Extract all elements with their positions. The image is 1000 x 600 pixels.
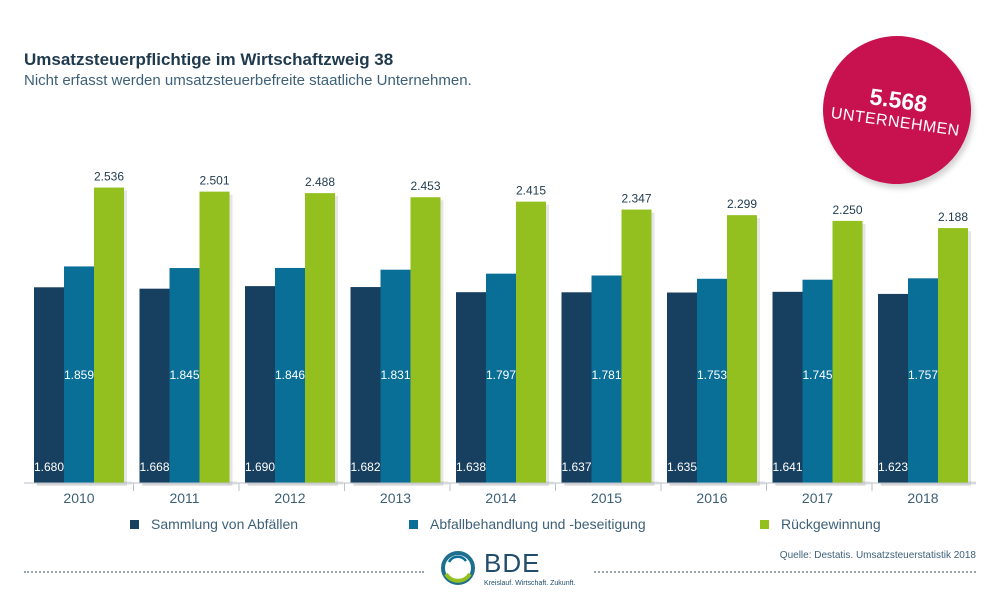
data-label: 2.536 — [94, 170, 124, 184]
bar — [802, 279, 833, 483]
data-label: 1.623 — [878, 460, 908, 474]
x-tick-label: 2014 — [485, 490, 516, 506]
data-label: 1.745 — [802, 368, 832, 382]
data-label: 1.635 — [667, 460, 697, 474]
bar — [486, 273, 516, 483]
data-label: 1.690 — [245, 460, 275, 474]
x-tick-label: 2017 — [802, 490, 833, 506]
x-tick-label: 2011 — [169, 490, 199, 506]
bar — [380, 269, 411, 483]
x-tick-label: 2015 — [591, 490, 622, 506]
data-label: 1.757 — [908, 368, 938, 382]
x-tick-label: 2018 — [907, 490, 938, 506]
chart-legend: Sammlung von Abfällen Abfallbehandlung un… — [0, 516, 1000, 536]
footer-divider-right — [594, 571, 976, 573]
x-tick-label: 2016 — [696, 490, 727, 506]
bar — [94, 187, 124, 483]
bar — [350, 287, 381, 483]
bar — [561, 292, 592, 483]
logo-circle-icon — [441, 551, 475, 585]
legend-swatch — [130, 519, 139, 529]
data-label: 2.501 — [199, 174, 229, 188]
data-label: 2.188 — [938, 210, 968, 224]
bar — [456, 292, 486, 483]
source-note: Quelle: Destatis. Umsatzsteuerstatistik … — [779, 550, 976, 561]
bar — [410, 197, 441, 483]
x-tick-label: 2012 — [274, 490, 305, 506]
data-label: 1.753 — [697, 368, 727, 382]
data-label: 1.845 — [169, 368, 199, 382]
data-label: 2.347 — [621, 192, 651, 206]
bar — [938, 228, 968, 483]
logo-tagline: Kreislauf. Wirtschaft. Zukunft. — [484, 580, 576, 587]
bar — [772, 291, 803, 483]
legend-label: Abfallbehandlung und -beseitigung — [430, 516, 646, 532]
logo-name: BDE — [484, 548, 541, 578]
data-label: 1.668 — [139, 460, 169, 474]
x-tick-label: 2010 — [63, 490, 94, 506]
data-label: 2.299 — [727, 197, 757, 211]
bar — [245, 286, 275, 483]
bar — [878, 293, 908, 483]
bar — [305, 193, 335, 483]
data-label: 1.781 — [591, 368, 621, 382]
legend-item: Abfallbehandlung und -beseitigung — [409, 516, 646, 532]
chart-subtitle: Nicht erfasst werden umsatzsteuerbefreit… — [24, 72, 472, 89]
bar — [727, 215, 757, 483]
data-label: 1.859 — [64, 368, 94, 382]
data-label: 1.682 — [350, 460, 380, 474]
data-label: 1.638 — [456, 460, 486, 474]
data-label: 2.488 — [305, 175, 335, 189]
bar — [139, 288, 170, 483]
data-label: 1.641 — [772, 460, 802, 474]
bar — [64, 266, 94, 483]
data-label: 1.797 — [486, 368, 516, 382]
data-label: 1.846 — [275, 368, 305, 382]
data-label: 2.415 — [516, 184, 546, 198]
legend-item: Sammlung von Abfällen — [130, 516, 298, 532]
data-label: 1.831 — [380, 368, 410, 382]
bar — [908, 278, 938, 483]
chart-title: Umsatzsteuerpflichtige im Wirtschaftzwei… — [24, 50, 394, 69]
bar — [832, 220, 863, 483]
bar — [275, 267, 305, 483]
legend-label: Sammlung von Abfällen — [151, 516, 299, 532]
legend-item: Rückgewinnung — [760, 516, 881, 532]
data-label: 2.250 — [832, 203, 862, 217]
bar — [199, 191, 230, 484]
bar — [34, 287, 64, 483]
data-label: 1.637 — [561, 460, 591, 474]
legend-label: Rückgewinnung — [781, 516, 881, 532]
data-label: 2.453 — [410, 179, 440, 193]
bar — [697, 278, 727, 483]
footer-divider-left — [24, 571, 424, 573]
legend-swatch — [760, 519, 769, 529]
bar — [591, 275, 622, 483]
legend-swatch — [409, 519, 418, 529]
bar — [621, 209, 652, 483]
bar — [667, 292, 697, 483]
data-label: 1.680 — [34, 460, 64, 474]
bar — [169, 268, 200, 483]
bar — [516, 201, 546, 483]
bde-logo: BDE Kreislauf. Wirtschaft. Zukunft. — [440, 548, 580, 598]
x-tick-label: 2013 — [380, 490, 411, 506]
